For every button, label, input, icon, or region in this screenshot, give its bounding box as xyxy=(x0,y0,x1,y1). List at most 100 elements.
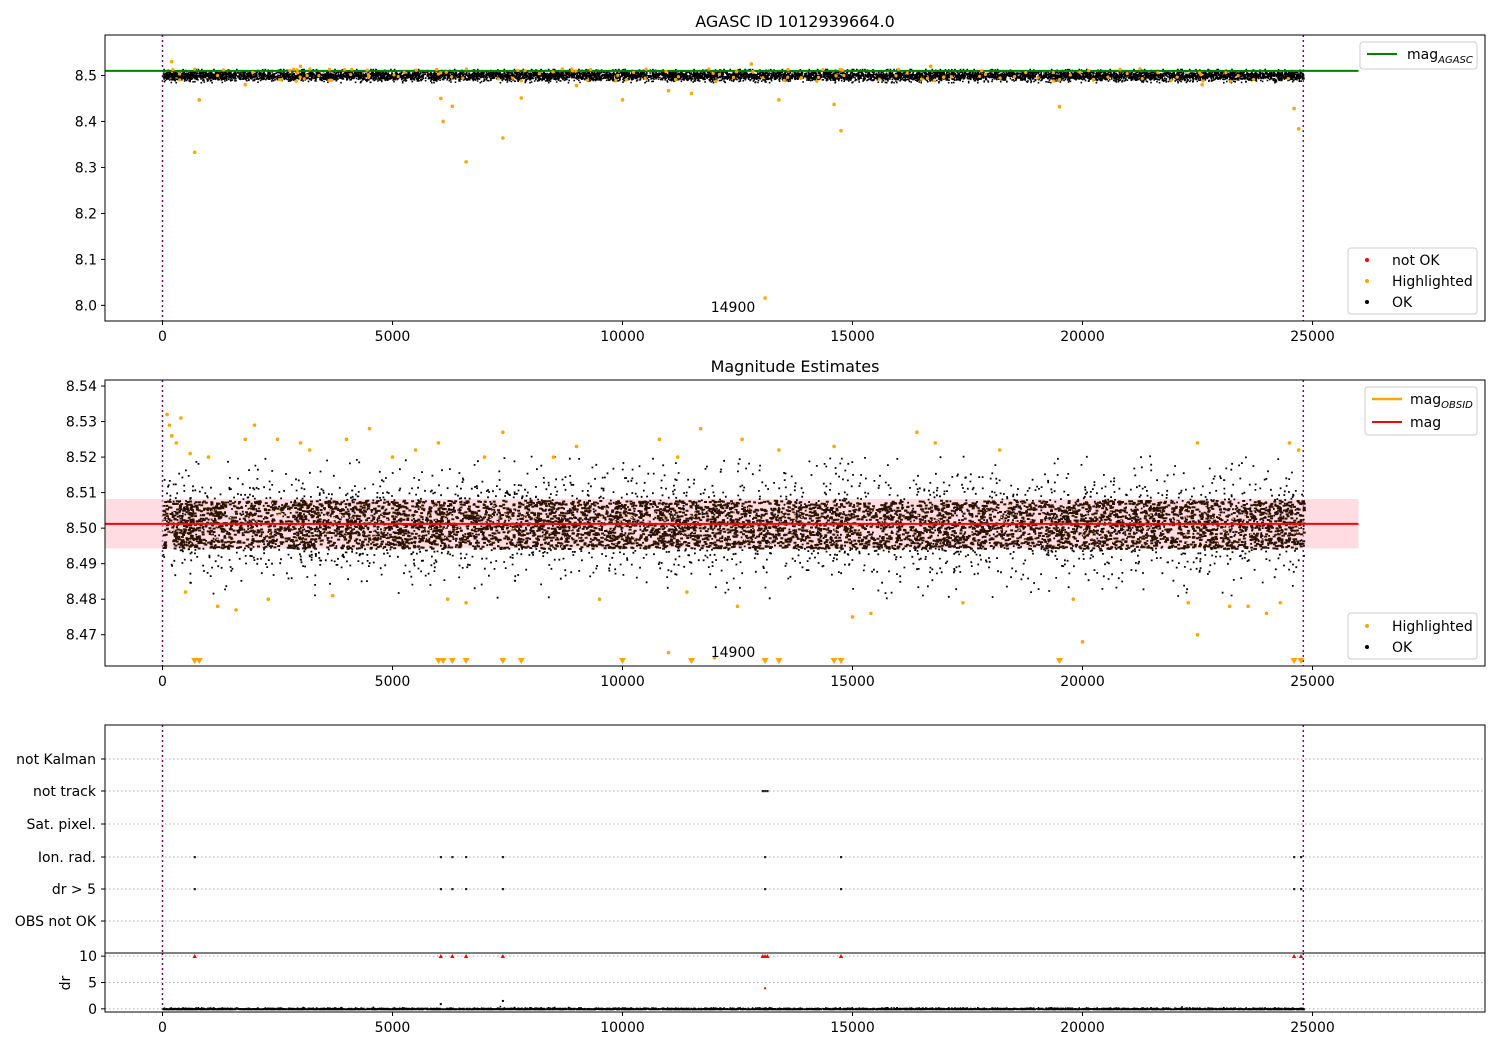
highlighted-point xyxy=(275,437,280,442)
highlighted-point xyxy=(1252,77,1256,82)
highlighted-point xyxy=(1036,76,1040,80)
highlighted-point xyxy=(435,67,439,71)
highlighted-point xyxy=(349,72,353,77)
panel-magnitude-estimates: Magnitude Estimates 0 5000 10000 15000 20000… xyxy=(66,357,1486,690)
highlighted-point xyxy=(674,77,678,82)
flag-marker xyxy=(1293,888,1296,891)
legend-mag-label: mag xyxy=(1410,415,1441,431)
flag-marker xyxy=(501,856,505,859)
highlighted-point xyxy=(841,68,845,72)
highlighted-point xyxy=(834,74,838,78)
highlighted-point xyxy=(933,441,938,445)
highlighted-point xyxy=(307,448,312,452)
dr-clipped-marker xyxy=(450,953,455,958)
highlighted-point xyxy=(714,79,718,83)
highlighted-point xyxy=(574,444,579,449)
highlighted-point xyxy=(1278,600,1283,605)
highlighted-point xyxy=(777,448,781,452)
highlighted-point xyxy=(597,597,602,602)
highlighted-point xyxy=(171,67,175,72)
x-tick-label: 25000 xyxy=(1290,329,1335,345)
highlighted-point xyxy=(1229,79,1233,83)
panel-agasc-annotation: 14900 xyxy=(711,300,756,316)
highlighted-point xyxy=(1296,127,1301,131)
x-tick-label: 0 xyxy=(158,329,167,345)
flag-marker xyxy=(501,888,505,891)
highlighted-point xyxy=(294,79,298,83)
highlighted-point xyxy=(519,96,524,100)
highlighted-point xyxy=(367,426,372,431)
highlighted-point xyxy=(763,296,767,300)
highlighted-point xyxy=(365,68,369,72)
flag-marker xyxy=(193,856,196,859)
highlighted-point xyxy=(707,67,711,71)
highlighted-point xyxy=(1068,73,1072,77)
dr-tick-label: 0 xyxy=(88,1002,97,1018)
highlighted-point xyxy=(625,78,629,82)
x-tick-label: 15000 xyxy=(830,674,875,690)
flag-marker xyxy=(766,790,769,793)
below-range-marker xyxy=(1056,658,1063,664)
highlighted-point xyxy=(439,71,443,75)
highlighted-point xyxy=(614,78,618,83)
panel-magnitude-ticks: 0 5000 10000 15000 20000 25000 8.47 8.48 8.49 8.5… xyxy=(66,379,1335,690)
highlighted-point xyxy=(925,76,930,80)
highlighted-point xyxy=(850,615,855,619)
legend2-highlighted-marker xyxy=(1365,624,1369,628)
below-range-marker xyxy=(439,658,447,664)
y-tick-label: 8.5 xyxy=(75,68,97,84)
highlighted-point xyxy=(832,444,836,449)
highlighted-point xyxy=(731,75,736,79)
highlighted-point xyxy=(664,69,668,74)
highlighted-point xyxy=(1078,70,1082,74)
highlighted-point xyxy=(243,437,248,442)
highlighted-point xyxy=(1080,640,1085,644)
below-range-marker xyxy=(1297,658,1305,664)
highlighted-point xyxy=(1138,67,1142,71)
below-range-marker xyxy=(517,658,525,664)
highlighted-point xyxy=(761,76,765,80)
below-range-marker xyxy=(448,658,456,664)
highlighted-point xyxy=(169,433,174,438)
highlighted-point xyxy=(1201,79,1205,83)
highlighted-point xyxy=(1106,75,1110,79)
dr-clipped-marker xyxy=(438,953,443,958)
highlighted-point xyxy=(215,73,220,78)
highlighted-point xyxy=(350,67,354,71)
y-tick-label: 8.53 xyxy=(66,415,97,431)
highlighted-point xyxy=(327,67,332,71)
highlighted-point xyxy=(330,593,335,598)
highlighted-point xyxy=(905,71,909,75)
highlighted-point xyxy=(511,76,515,80)
highlighted-point xyxy=(717,72,722,76)
highlighted-point xyxy=(192,150,197,155)
highlighted-point xyxy=(1156,71,1160,75)
highlighted-point xyxy=(551,70,555,74)
y-tick-label: 8.4 xyxy=(75,114,97,130)
highlighted-point xyxy=(666,650,671,655)
highlighted-point xyxy=(1087,69,1091,73)
highlighted-point xyxy=(574,69,578,73)
dr-clipped-marker xyxy=(1298,953,1304,958)
below-range-marker xyxy=(837,658,845,664)
panel-agasc: AGASC ID 1012939664.0 0 5000 10000 15000 200… xyxy=(75,12,1486,345)
highlighted-point xyxy=(821,67,825,72)
flag-marker xyxy=(451,888,454,891)
highlighted-point xyxy=(298,75,302,79)
highlighted-point xyxy=(277,77,282,82)
highlighted-point xyxy=(302,77,306,81)
highlighted-point xyxy=(676,75,681,79)
highlighted-point xyxy=(1175,75,1179,79)
x-tick-label: 20000 xyxy=(1060,1020,1105,1036)
highlighted-point xyxy=(1246,604,1250,609)
highlighted-point xyxy=(197,98,202,102)
highlighted-point xyxy=(252,423,257,427)
x-tick-label: 10000 xyxy=(600,1020,645,1036)
highlighted-point xyxy=(832,102,836,107)
below-range-marker xyxy=(761,658,769,664)
x-tick-label: 5000 xyxy=(375,1020,411,1036)
highlighted-point xyxy=(298,64,303,69)
y-tick-label: 8.0 xyxy=(75,298,97,314)
highlighted-point xyxy=(589,67,593,72)
highlighted-point xyxy=(896,67,901,71)
